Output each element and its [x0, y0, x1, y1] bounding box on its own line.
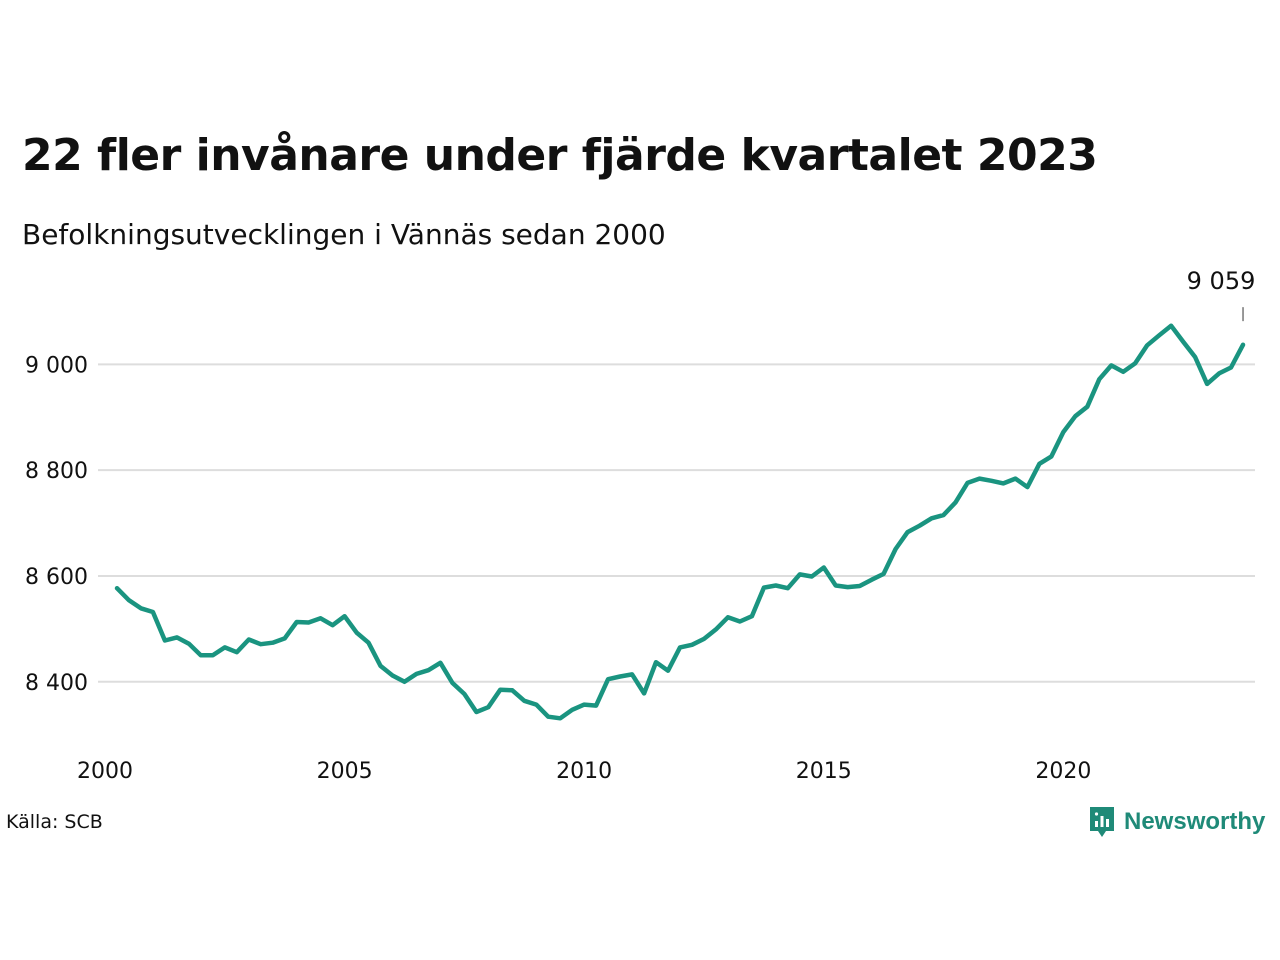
y-tick-label: 8 600: [25, 565, 88, 590]
newsworthy-logo-icon: [1090, 807, 1114, 837]
chart-title: 22 fler invånare under fjärde kvartalet …: [22, 130, 1098, 181]
data-points: [115, 324, 1245, 721]
newsworthy-brand: Newsworthy: [1088, 805, 1265, 839]
grid-lines: [98, 363, 1255, 683]
y-axis-tick-labels: 8 400 8 600 8 800 9 000: [25, 353, 88, 695]
source-note: Källa: SCB: [6, 811, 103, 833]
x-tick-label: 2010: [556, 759, 612, 784]
x-tick-label: 2000: [77, 759, 133, 784]
y-tick-label: 8 800: [25, 459, 88, 484]
y-tick-label: 8 400: [25, 671, 88, 696]
chart-subtitle: Befolkningsutvecklingen i Vännäs sedan 2…: [22, 218, 666, 251]
annotation-label: 9 059: [1187, 267, 1256, 295]
x-tick-label: 2015: [796, 759, 852, 784]
population-line: [114, 323, 1246, 721]
y-tick-label: 9 000: [25, 353, 88, 378]
newsworthy-wordmark: Newsworthy: [1124, 808, 1266, 835]
x-tick-label: 2020: [1035, 759, 1091, 784]
x-axis-tick-labels: 2000 2005 2010 2015 2020: [77, 759, 1091, 784]
x-tick-label: 2005: [317, 759, 373, 784]
